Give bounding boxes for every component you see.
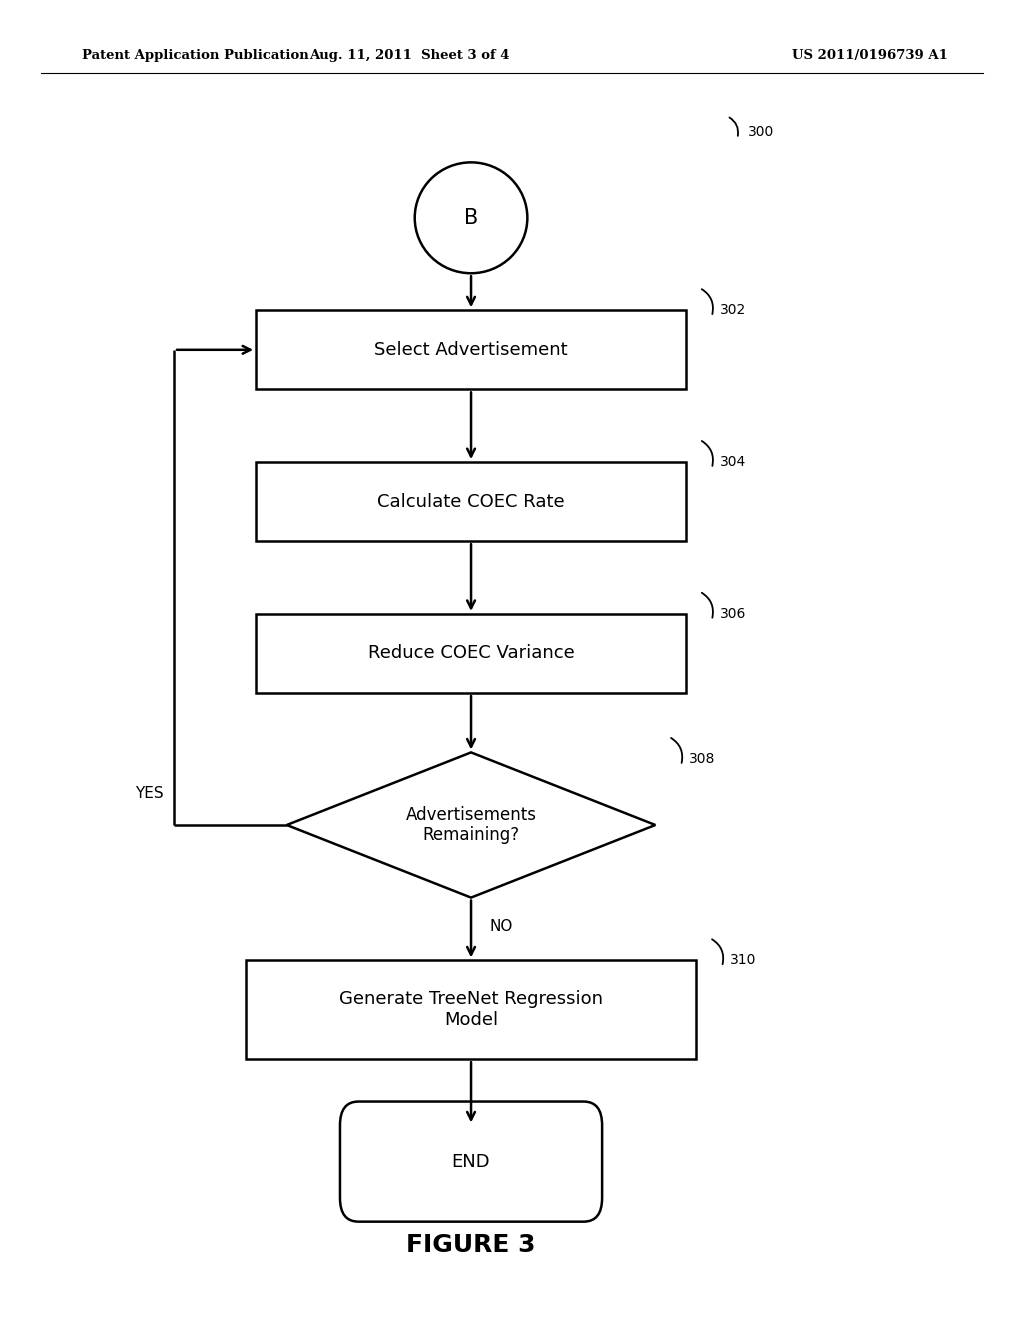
- Text: B: B: [464, 207, 478, 228]
- Text: FIGURE 3: FIGURE 3: [407, 1233, 536, 1257]
- Text: Calculate COEC Rate: Calculate COEC Rate: [377, 492, 565, 511]
- Text: 306: 306: [720, 607, 746, 620]
- Bar: [246, 961, 696, 1059]
- Bar: [256, 462, 686, 541]
- Text: END: END: [452, 1152, 490, 1171]
- Text: Aug. 11, 2011  Sheet 3 of 4: Aug. 11, 2011 Sheet 3 of 4: [309, 49, 510, 62]
- FancyBboxPatch shape: [340, 1101, 602, 1222]
- Text: NO: NO: [489, 919, 513, 935]
- Polygon shape: [287, 752, 655, 898]
- Text: Advertisements
Remaining?: Advertisements Remaining?: [406, 805, 537, 845]
- Text: 300: 300: [748, 125, 774, 139]
- Text: Generate TreeNet Regression
Model: Generate TreeNet Regression Model: [339, 990, 603, 1030]
- Text: 304: 304: [720, 455, 746, 469]
- Text: US 2011/0196739 A1: US 2011/0196739 A1: [793, 49, 948, 62]
- Text: Patent Application Publication: Patent Application Publication: [82, 49, 308, 62]
- Text: 308: 308: [689, 752, 716, 766]
- Bar: [256, 614, 686, 693]
- Text: Select Advertisement: Select Advertisement: [374, 341, 568, 359]
- Ellipse shape: [415, 162, 527, 273]
- Text: 310: 310: [730, 953, 757, 968]
- Bar: [256, 310, 686, 389]
- Text: YES: YES: [135, 787, 164, 801]
- Text: Reduce COEC Variance: Reduce COEC Variance: [368, 644, 574, 663]
- Text: 302: 302: [720, 304, 746, 317]
